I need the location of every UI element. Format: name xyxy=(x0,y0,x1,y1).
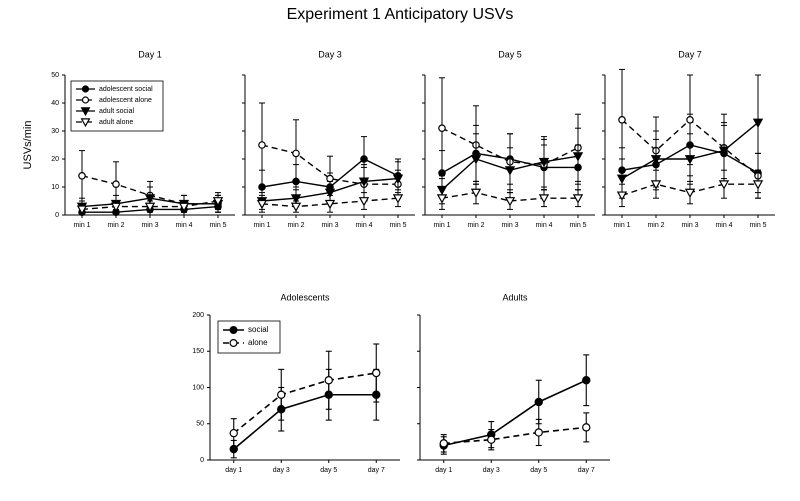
svg-text:day 5: day 5 xyxy=(530,467,547,474)
svg-text:min 2: min 2 xyxy=(287,222,304,229)
svg-text:min 5: min 5 xyxy=(389,222,406,229)
svg-text:0: 0 xyxy=(55,212,59,219)
svg-text:adult alone: adult alone xyxy=(99,119,133,126)
svg-text:0: 0 xyxy=(200,457,204,464)
svg-text:100: 100 xyxy=(192,384,204,391)
svg-text:Day 5: Day 5 xyxy=(498,49,522,59)
svg-text:min 3: min 3 xyxy=(501,222,518,229)
svg-text:min 3: min 3 xyxy=(681,222,698,229)
svg-text:10: 10 xyxy=(51,184,59,191)
svg-text:min 4: min 4 xyxy=(355,222,372,229)
svg-text:50: 50 xyxy=(196,421,204,428)
svg-text:day 1: day 1 xyxy=(225,467,242,474)
svg-text:min 5: min 5 xyxy=(209,222,226,229)
svg-text:min 1: min 1 xyxy=(73,222,90,229)
svg-text:day 5: day 5 xyxy=(320,467,337,474)
svg-text:min 2: min 2 xyxy=(107,222,124,229)
svg-text:min 4: min 4 xyxy=(175,222,192,229)
svg-text:Adults: Adults xyxy=(502,292,528,302)
svg-text:40: 40 xyxy=(51,100,59,107)
svg-text:Adolescents: Adolescents xyxy=(280,292,330,302)
svg-text:USVs/min: USVs/min xyxy=(22,121,34,170)
svg-text:day 1: day 1 xyxy=(435,467,452,474)
svg-text:min 1: min 1 xyxy=(433,222,450,229)
figure-title: Experiment 1 Anticipatory USVs xyxy=(0,6,800,24)
svg-text:adolescent social: adolescent social xyxy=(99,86,153,93)
svg-text:day 3: day 3 xyxy=(483,467,500,474)
svg-text:150: 150 xyxy=(192,348,204,355)
svg-text:min 3: min 3 xyxy=(141,222,158,229)
svg-text:day 7: day 7 xyxy=(578,467,595,474)
svg-text:adolescent alone: adolescent alone xyxy=(99,97,152,104)
svg-text:day 3: day 3 xyxy=(273,467,290,474)
svg-text:Day 1: Day 1 xyxy=(138,49,162,59)
svg-text:day 7: day 7 xyxy=(368,467,385,474)
svg-text:social: social xyxy=(248,325,269,334)
svg-text:30: 30 xyxy=(51,128,59,135)
svg-text:min 4: min 4 xyxy=(715,222,732,229)
svg-text:min 4: min 4 xyxy=(535,222,552,229)
svg-text:adult social: adult social xyxy=(99,108,134,115)
svg-text:min 5: min 5 xyxy=(749,222,766,229)
chart-svg: USVs/min 0 10 20 30 40 50 min 1 min 2 min 3 min 4 m… xyxy=(0,0,800,501)
svg-text:min 2: min 2 xyxy=(467,222,484,229)
svg-text:min 2: min 2 xyxy=(647,222,664,229)
svg-text:min 3: min 3 xyxy=(321,222,338,229)
chart-root: Experiment 1 Anticipatory USVs USVs/min 0… xyxy=(0,0,800,501)
svg-text:alone: alone xyxy=(248,338,268,347)
svg-text:200: 200 xyxy=(192,312,204,319)
svg-text:min 1: min 1 xyxy=(253,222,270,229)
svg-text:Day 7: Day 7 xyxy=(678,49,702,59)
svg-text:min 1: min 1 xyxy=(613,222,630,229)
svg-text:Day 3: Day 3 xyxy=(318,49,342,59)
svg-text:50: 50 xyxy=(51,72,59,79)
svg-text:20: 20 xyxy=(51,156,59,163)
svg-text:min 5: min 5 xyxy=(569,222,586,229)
